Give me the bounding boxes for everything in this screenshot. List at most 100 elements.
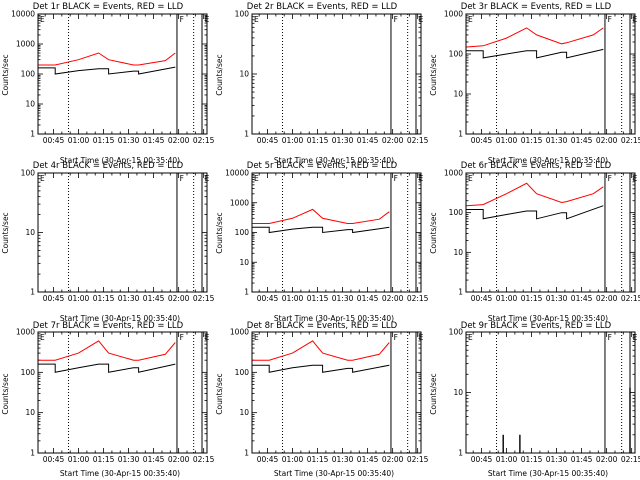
plot-area-7: 1 10 100 1000 00:45 01:00 01:15 01:30 01:45 02:00… bbox=[16, 328, 215, 465]
events-series-line bbox=[252, 364, 390, 373]
x-axis-label: Start Time (30-Apr-15 00:35:40) bbox=[488, 469, 608, 478]
x-tick-label: 02:15 bbox=[407, 294, 429, 303]
x-tick-label: 02:00 bbox=[382, 136, 404, 145]
panel-det-3r: Det 3r BLACK = Events, RED = LLD Counts/… bbox=[429, 2, 612, 165]
x-tick-label: 00:45 bbox=[471, 294, 493, 303]
flag-label: E bbox=[419, 333, 424, 342]
x-tick-label: 02:15 bbox=[407, 455, 429, 464]
flag-label-start: E bbox=[254, 333, 259, 342]
flag-label-start: E bbox=[468, 15, 473, 24]
plot-area-3: 1 10 100 1000 00:45 01:00 01:15 01:30 01:45 02:00… bbox=[444, 10, 640, 146]
y-tick-label: 1 bbox=[30, 130, 35, 139]
flag-label-start: E bbox=[254, 174, 259, 183]
x-tick-label: 01:45 bbox=[357, 455, 379, 464]
x-tick-label: 00:45 bbox=[257, 294, 279, 303]
lld-series-line bbox=[466, 182, 604, 207]
lld-series-line bbox=[38, 340, 176, 361]
y-tick-label: 100 bbox=[21, 70, 36, 79]
y-tick-label: 100 bbox=[21, 368, 36, 377]
x-tick-label: 01:00 bbox=[496, 294, 518, 303]
x-tick-label: 01:00 bbox=[496, 455, 518, 464]
flag-label: E bbox=[633, 333, 638, 342]
flag-label-start: E bbox=[468, 333, 473, 342]
x-tick-label: 02:00 bbox=[168, 136, 190, 145]
x-axis-label: Start Time (30-Apr-15 00:35:40) bbox=[488, 156, 608, 165]
x-tick-label: 02:15 bbox=[407, 136, 429, 145]
lld-series-line bbox=[252, 208, 390, 224]
plot-area-4: 1 10 100 00:45 01:00 01:15 01:30 01:45 02:00 02:1… bbox=[21, 169, 215, 304]
x-tick-label: 01:15 bbox=[307, 294, 329, 303]
x-tick-label: 01:45 bbox=[571, 455, 593, 464]
y-tick-label: 1000 bbox=[444, 10, 463, 19]
x-tick-label: 01:30 bbox=[546, 455, 568, 464]
x-tick-label: 01:15 bbox=[93, 294, 115, 303]
x-tick-label: 01:30 bbox=[546, 294, 568, 303]
flag-label: F bbox=[394, 333, 398, 342]
y-tick-label: 1000 bbox=[230, 328, 249, 337]
y-axis-label: Counts/sec bbox=[1, 373, 10, 414]
x-tick-label: 02:15 bbox=[193, 294, 215, 303]
plot-frame bbox=[37, 331, 208, 454]
x-tick-label: 02:15 bbox=[621, 455, 640, 464]
x-tick-label: 02:00 bbox=[382, 294, 404, 303]
x-tick-label: 02:15 bbox=[621, 294, 640, 303]
panel-title: Det 8r BLACK = Events, RED = LLD bbox=[247, 321, 398, 331]
y-tick-label: 1 bbox=[30, 449, 35, 458]
y-axis-label: Counts/sec bbox=[1, 54, 10, 95]
y-tick-label: 100 bbox=[449, 208, 464, 217]
x-axis-label: Start Time (30-Apr-15 00:35:40) bbox=[60, 469, 180, 478]
lld-series-line bbox=[38, 52, 176, 66]
y-tick-label: 1000 bbox=[444, 169, 463, 178]
flag-label: E bbox=[205, 333, 210, 342]
y-axis-label: Counts/sec bbox=[429, 373, 438, 414]
events-series-line bbox=[466, 48, 604, 59]
lld-series-line bbox=[466, 27, 604, 48]
y-tick-label: 100 bbox=[449, 50, 464, 59]
panel-title: Det 4r BLACK = Events, RED = LLD bbox=[33, 161, 184, 171]
plot-frame bbox=[465, 172, 636, 293]
x-tick-label: 01:00 bbox=[68, 294, 90, 303]
panel-det-5r: Det 5r BLACK = Events, RED = LLD Counts/… bbox=[215, 161, 398, 323]
panel-title: Det 3r BLACK = Events, RED = LLD bbox=[461, 2, 612, 12]
y-axis-label: Counts/sec bbox=[215, 212, 224, 253]
flag-label-start: E bbox=[40, 15, 45, 24]
x-tick-label: 01:15 bbox=[93, 455, 115, 464]
y-tick-label: 1 bbox=[458, 130, 463, 139]
x-tick-label: 01:45 bbox=[571, 294, 593, 303]
x-tick-label: 00:45 bbox=[471, 136, 493, 145]
x-tick-label: 01:15 bbox=[93, 136, 115, 145]
y-tick-label: 1 bbox=[244, 449, 249, 458]
y-tick-label: 100 bbox=[449, 328, 464, 337]
x-tick-label: 01:00 bbox=[68, 455, 90, 464]
y-axis-label: Counts/sec bbox=[215, 54, 224, 95]
events-series-line bbox=[38, 363, 176, 373]
plot-area-5: 1 10 100 1000 10000 00:45 01:00 01:15 01:30 01:45… bbox=[225, 169, 429, 304]
x-tick-label: 01:30 bbox=[332, 136, 354, 145]
x-tick-label: 01:00 bbox=[282, 136, 304, 145]
flag-label: E bbox=[419, 15, 424, 24]
flag-label: F bbox=[608, 174, 612, 183]
panel-title: Det 7r BLACK = Events, RED = LLD bbox=[33, 321, 184, 331]
x-axis-label: Start Time (30-Apr-15 00:35:40) bbox=[274, 156, 394, 165]
x-tick-label: 01:30 bbox=[118, 455, 140, 464]
y-tick-label: 1 bbox=[244, 288, 249, 297]
x-tick-label: 01:00 bbox=[496, 136, 518, 145]
x-tick-label: 02:00 bbox=[168, 455, 190, 464]
panel-det-2r: Det 2r BLACK = Events, RED = LLD Counts/… bbox=[215, 2, 398, 165]
x-tick-label: 01:45 bbox=[357, 294, 379, 303]
flag-label: F bbox=[180, 333, 184, 342]
panel-title: Det 2r BLACK = Events, RED = LLD bbox=[247, 2, 398, 12]
x-tick-label: 00:45 bbox=[43, 294, 65, 303]
x-tick-label: 01:15 bbox=[307, 455, 329, 464]
y-tick-label: 10 bbox=[239, 258, 249, 267]
x-tick-label: 02:15 bbox=[621, 136, 640, 145]
y-tick-label: 100 bbox=[235, 368, 250, 377]
x-tick-label: 01:30 bbox=[332, 455, 354, 464]
x-tick-label: 02:15 bbox=[193, 136, 215, 145]
x-axis-label: Start Time (30-Apr-15 00:35:40) bbox=[274, 469, 394, 478]
flag-label: E bbox=[633, 15, 638, 24]
y-tick-label: 1000 bbox=[16, 40, 35, 49]
flag-label-start: E bbox=[40, 333, 45, 342]
x-tick-label: 02:15 bbox=[193, 455, 215, 464]
plot-area-6: 1 10 100 1000 00:45 01:00 01:15 01:30 01:45 02:00… bbox=[444, 169, 640, 304]
